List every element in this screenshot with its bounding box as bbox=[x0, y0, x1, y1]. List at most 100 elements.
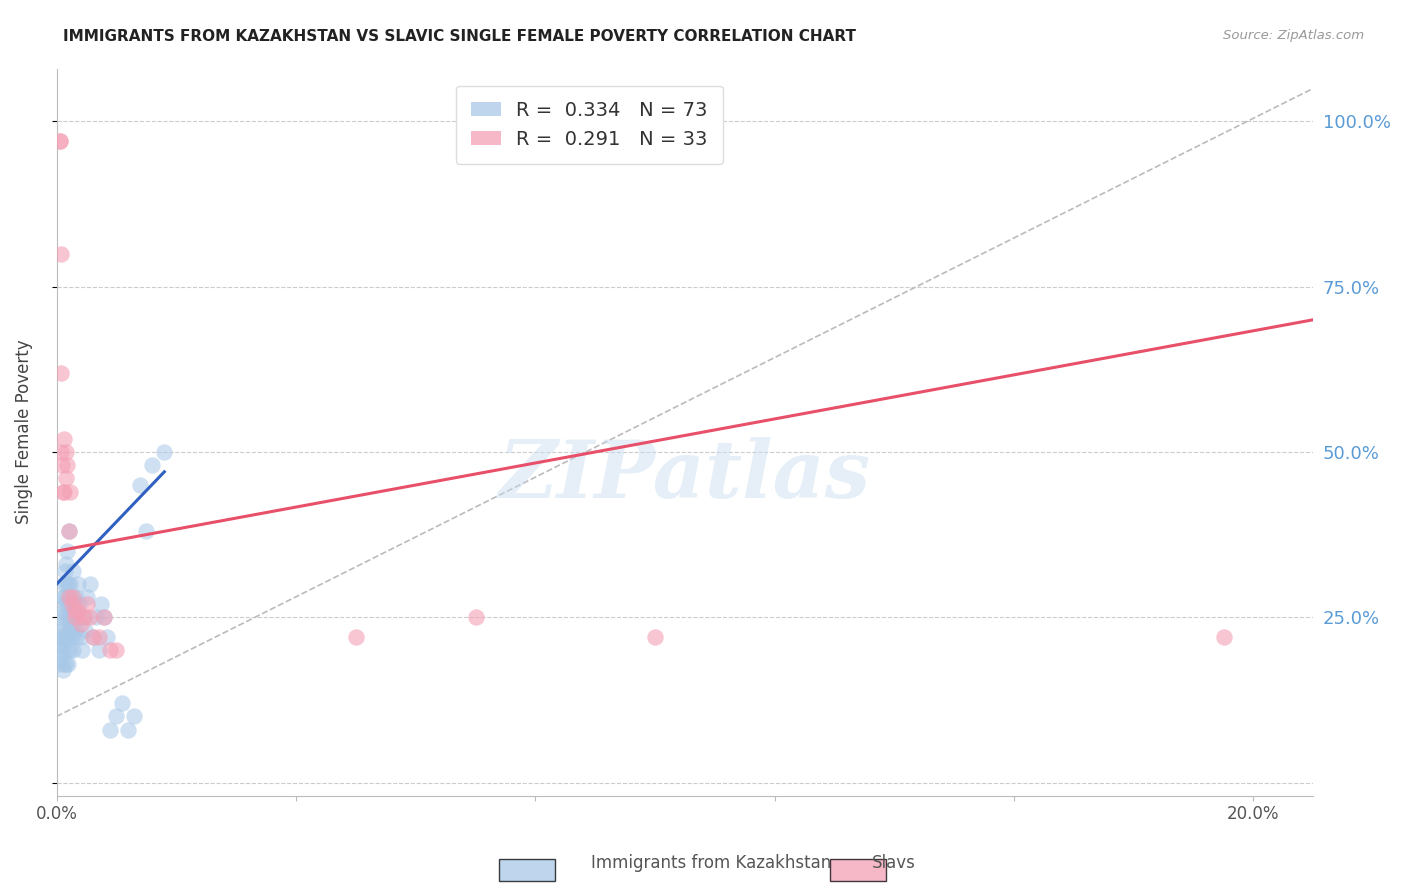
Point bbox=[49, 630, 72, 644]
Point bbox=[79, 610, 101, 624]
Point bbox=[51, 445, 73, 459]
Point bbox=[87, 643, 110, 657]
Point bbox=[70, 643, 93, 657]
Point bbox=[53, 564, 76, 578]
Text: Slavs: Slavs bbox=[872, 855, 915, 872]
Point bbox=[60, 630, 83, 644]
Point bbox=[52, 624, 75, 638]
Point bbox=[644, 630, 666, 644]
Point bbox=[55, 471, 77, 485]
Point bbox=[52, 630, 75, 644]
Y-axis label: Single Female Poverty: Single Female Poverty bbox=[15, 340, 32, 524]
Point bbox=[65, 591, 87, 605]
Point bbox=[58, 524, 80, 539]
Point bbox=[53, 616, 76, 631]
Point bbox=[55, 610, 77, 624]
Point bbox=[51, 649, 73, 664]
Point bbox=[153, 445, 176, 459]
Point bbox=[56, 458, 79, 473]
Point bbox=[93, 610, 115, 624]
Text: Source: ZipAtlas.com: Source: ZipAtlas.com bbox=[1223, 29, 1364, 42]
Point bbox=[56, 591, 79, 605]
Point bbox=[135, 524, 157, 539]
Point bbox=[105, 643, 128, 657]
Point bbox=[66, 577, 89, 591]
Point bbox=[65, 630, 87, 644]
Point bbox=[53, 591, 76, 605]
Point bbox=[58, 610, 80, 624]
Point bbox=[55, 445, 77, 459]
Point bbox=[87, 630, 110, 644]
Point bbox=[60, 597, 83, 611]
Point bbox=[62, 591, 84, 605]
Point bbox=[344, 630, 367, 644]
Legend: R =  0.334   N = 73, R =  0.291   N = 33: R = 0.334 N = 73, R = 0.291 N = 33 bbox=[456, 86, 723, 164]
Point bbox=[105, 709, 128, 723]
Point bbox=[93, 610, 115, 624]
Point bbox=[52, 663, 75, 677]
Point bbox=[51, 637, 73, 651]
Point bbox=[55, 657, 77, 671]
Point bbox=[69, 616, 91, 631]
Point bbox=[52, 604, 75, 618]
Point bbox=[84, 610, 107, 624]
Point bbox=[48, 134, 70, 148]
Point bbox=[58, 591, 80, 605]
Point bbox=[52, 643, 75, 657]
Point bbox=[52, 484, 75, 499]
Point bbox=[96, 630, 118, 644]
Point bbox=[62, 643, 84, 657]
Point bbox=[117, 723, 139, 737]
Point bbox=[59, 624, 82, 638]
Point bbox=[56, 630, 79, 644]
Point bbox=[49, 134, 72, 148]
Point bbox=[62, 564, 84, 578]
Point bbox=[124, 709, 146, 723]
Text: Immigrants from Kazakhstan: Immigrants from Kazakhstan bbox=[591, 855, 831, 872]
Point bbox=[51, 458, 73, 473]
Point bbox=[63, 604, 86, 618]
Point bbox=[63, 597, 86, 611]
Point bbox=[58, 630, 80, 644]
Point bbox=[82, 630, 104, 644]
Point bbox=[111, 696, 134, 710]
Point bbox=[141, 458, 163, 473]
Point bbox=[60, 616, 83, 631]
Point bbox=[59, 610, 82, 624]
Point bbox=[100, 723, 122, 737]
Point bbox=[82, 630, 104, 644]
Point bbox=[52, 432, 75, 446]
Point bbox=[90, 597, 112, 611]
Point bbox=[100, 643, 122, 657]
Point bbox=[52, 591, 75, 605]
Point bbox=[55, 630, 77, 644]
Point bbox=[60, 591, 83, 605]
Point bbox=[59, 484, 82, 499]
Point bbox=[59, 577, 82, 591]
Text: ZIPatlas: ZIPatlas bbox=[499, 437, 870, 515]
Point bbox=[63, 610, 86, 624]
Point bbox=[51, 246, 73, 260]
Point bbox=[52, 577, 75, 591]
Point bbox=[58, 624, 80, 638]
Point bbox=[56, 657, 79, 671]
Point bbox=[67, 597, 90, 611]
Point bbox=[67, 610, 90, 624]
Point bbox=[59, 597, 82, 611]
Point bbox=[76, 597, 98, 611]
Point bbox=[53, 597, 76, 611]
Point bbox=[56, 544, 79, 558]
Text: IMMIGRANTS FROM KAZAKHSTAN VS SLAVIC SINGLE FEMALE POVERTY CORRELATION CHART: IMMIGRANTS FROM KAZAKHSTAN VS SLAVIC SIN… bbox=[63, 29, 856, 44]
Point bbox=[56, 577, 79, 591]
Point bbox=[49, 657, 72, 671]
Point bbox=[52, 657, 75, 671]
Point bbox=[55, 558, 77, 572]
Point bbox=[72, 610, 94, 624]
Point bbox=[66, 604, 89, 618]
Point bbox=[76, 591, 98, 605]
Point bbox=[53, 484, 76, 499]
Point bbox=[79, 577, 101, 591]
Point bbox=[75, 624, 97, 638]
Point bbox=[63, 610, 86, 624]
Point bbox=[464, 610, 486, 624]
